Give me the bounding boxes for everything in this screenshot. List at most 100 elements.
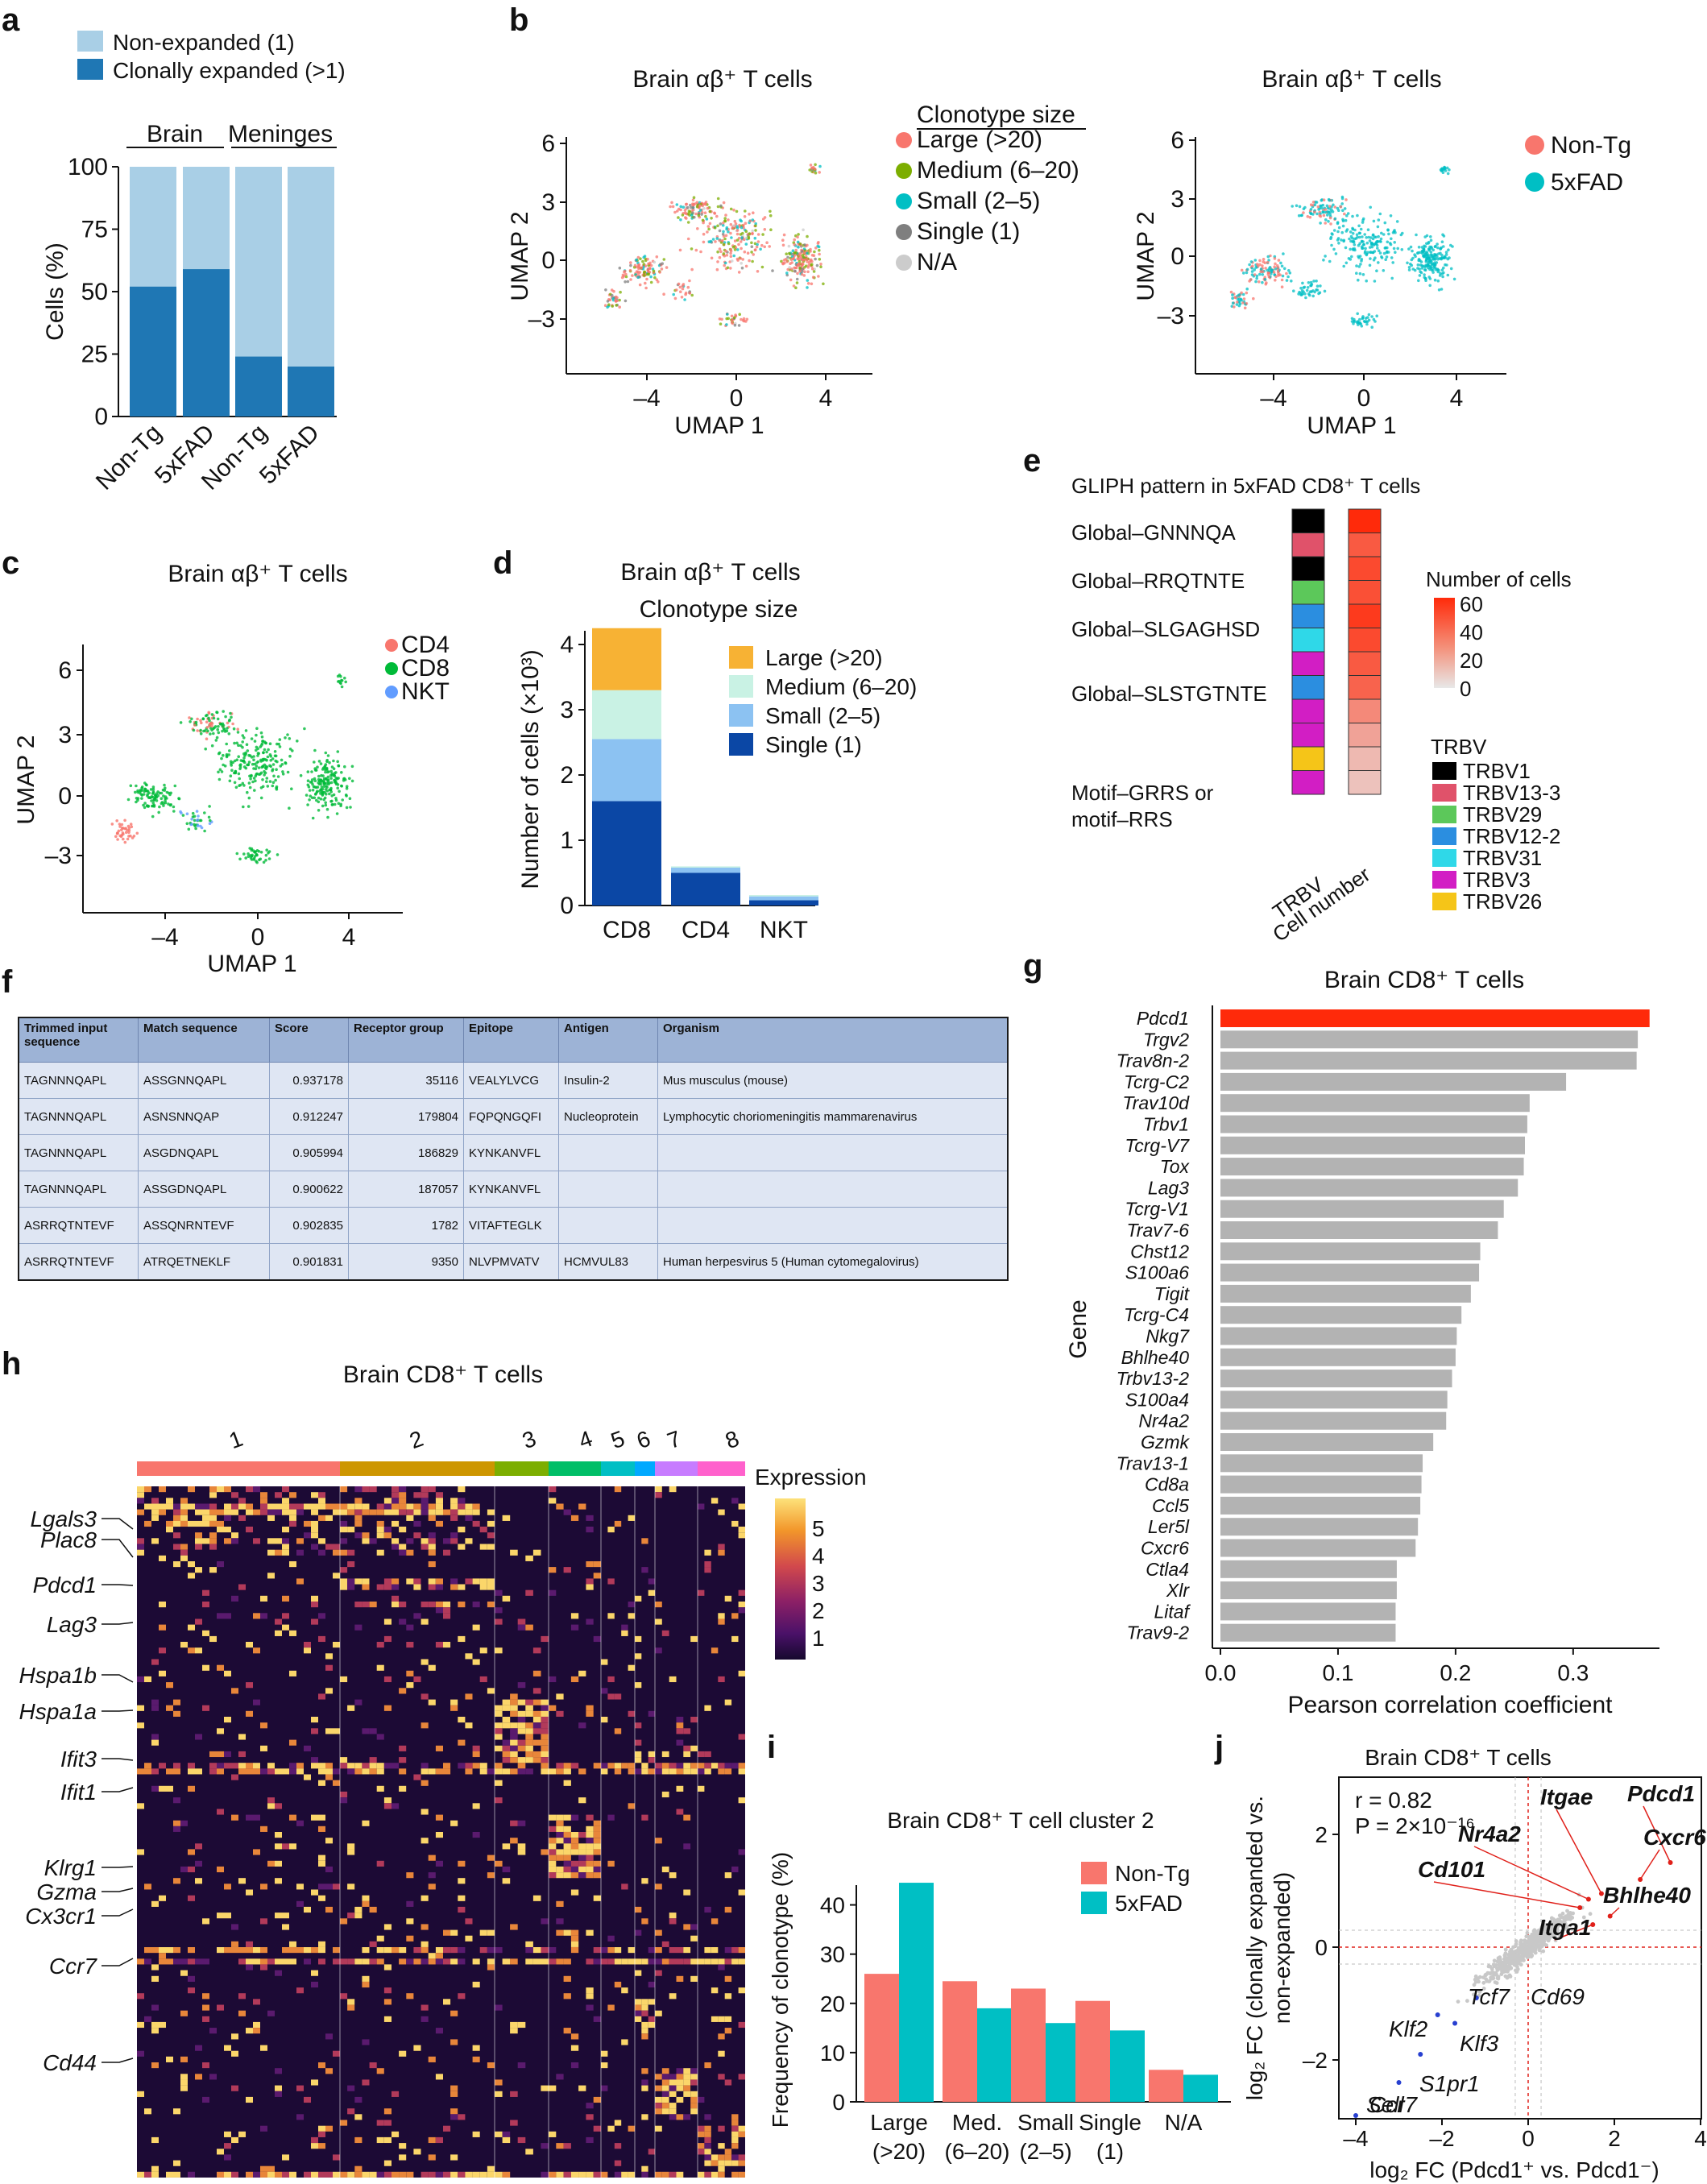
umap-point-c [242, 736, 246, 740]
gene-point [1550, 1934, 1555, 1938]
heatmap-cell [421, 1763, 429, 1769]
heatmap-cell [224, 2131, 231, 2137]
heatmap-cell [578, 2171, 586, 2178]
umap-point-b2 [1393, 229, 1396, 232]
gene-label-g: Gzmk [1141, 1432, 1191, 1453]
umap-point-c [244, 752, 247, 756]
heatmap-cell [648, 1589, 655, 1596]
heatmap-cell [231, 1503, 238, 1510]
heatmap-cell [253, 1999, 260, 2005]
heatmap-cell [704, 2062, 711, 2069]
heatmap-cell [570, 1929, 579, 1936]
umap-point-b2 [1417, 279, 1420, 283]
cluster-label: 3 [519, 1426, 539, 1453]
heatmap-cell [217, 1768, 224, 1775]
heatmap-cell [502, 1717, 511, 1723]
heatmap-cell [137, 2021, 144, 2029]
umap-point-c [150, 799, 153, 802]
heatmap-cell [541, 1763, 549, 1769]
heatmap-cell [144, 2016, 151, 2022]
heatmap-cell [495, 1768, 503, 1775]
colorbar-tick-label-h: 4 [812, 1544, 825, 1569]
bar-g [1220, 1327, 1457, 1345]
heatmap-cell [224, 1884, 231, 1890]
umap-point-c [321, 794, 325, 797]
umap-point-b2 [1292, 289, 1295, 293]
heatmap-cell [556, 1768, 564, 1775]
heatmap-cell [296, 1763, 304, 1769]
heatmap-cell [586, 1855, 594, 1861]
heatmap-cell [224, 1947, 231, 1954]
cluster-bar-segment [635, 1461, 655, 1476]
umap-point-c [322, 782, 325, 785]
x-axis-label-c: UMAP 1 [207, 951, 296, 977]
umap-point-c [151, 791, 155, 794]
umap-point-c [286, 770, 290, 774]
gene-point [1543, 1923, 1547, 1928]
umap-point-b1 [706, 206, 710, 210]
umap-point-b2 [1361, 235, 1364, 238]
heatmap-cell [525, 1757, 533, 1763]
umap-point-c [310, 770, 313, 773]
gene-point [1477, 1975, 1482, 1979]
umap-point-c [329, 777, 333, 780]
umap-point-b2 [1357, 265, 1361, 268]
umap-point-b1 [692, 203, 695, 207]
heatmap-cell [607, 1527, 615, 1533]
umap-point-c [286, 733, 289, 736]
heatmap-cell [253, 1509, 260, 1515]
umap-point-b1 [681, 213, 685, 217]
heatmap-cell [173, 1710, 180, 1717]
heatmap-cell [333, 1728, 340, 1734]
umap-point-b1 [690, 247, 694, 251]
umap-point-b2 [1240, 268, 1244, 272]
heatmap-cell [525, 1624, 533, 1631]
heatmap-cell [238, 2010, 246, 2016]
heatmap-cell [195, 1509, 202, 1515]
umap-point-b1 [754, 224, 757, 228]
heatmap-cell [260, 1768, 267, 1775]
heatmap-cell [173, 1768, 180, 1775]
heatmap-cell [246, 1941, 253, 1947]
heatmap-cell [549, 1826, 557, 1832]
umap-point-c [238, 765, 242, 769]
umap-point-b1 [769, 209, 772, 213]
heatmap-cell [159, 1503, 166, 1510]
heatmap-cell [195, 1647, 202, 1654]
heatmap-cell [601, 1717, 608, 1723]
heatmap-cell [209, 1503, 217, 1510]
heatmap-cell [586, 1843, 594, 1850]
heatmap-cell [525, 1722, 533, 1729]
heatmap-cell [354, 2096, 363, 2103]
umap-point-c [278, 738, 282, 741]
heatmap-cell [275, 1843, 282, 1850]
heatmap-cell [718, 2125, 725, 2132]
col-header-receptor-group: Receptor group [348, 1017, 464, 1063]
umap-point-b2 [1376, 247, 1379, 250]
heatmap-cell [593, 2096, 601, 2103]
umap-point-b1 [732, 224, 735, 228]
col-header-score: Score [269, 1017, 349, 1063]
gene-label-g: Trav10d [1122, 1092, 1190, 1113]
legend-label-c: CD8 [401, 655, 450, 682]
x-axis-label-b1: UMAP 1 [674, 412, 764, 439]
heatmap-cell [517, 1768, 526, 1775]
heatmap-cell [151, 1705, 159, 1711]
heatmap-cell [676, 1947, 684, 1954]
heatmap-cell [731, 2171, 739, 2178]
umap-point-c [215, 711, 218, 714]
umap-point-b1 [696, 227, 699, 230]
umap-point-c [230, 764, 234, 767]
umap-point-b1 [807, 261, 811, 264]
heatmap-cell [563, 2143, 571, 2149]
heatmap-cell [510, 2021, 518, 2029]
bar-g [1220, 1242, 1481, 1261]
heatmap-cell [362, 1981, 370, 1988]
umap-point-b2 [1253, 273, 1257, 276]
umap-point-b1 [670, 201, 673, 205]
heatmap-cell [224, 1670, 231, 1676]
heatmap-cell [267, 1538, 275, 1544]
table-cell: 0.900622 [269, 1171, 349, 1208]
heatmap-cell [253, 2021, 260, 2029]
